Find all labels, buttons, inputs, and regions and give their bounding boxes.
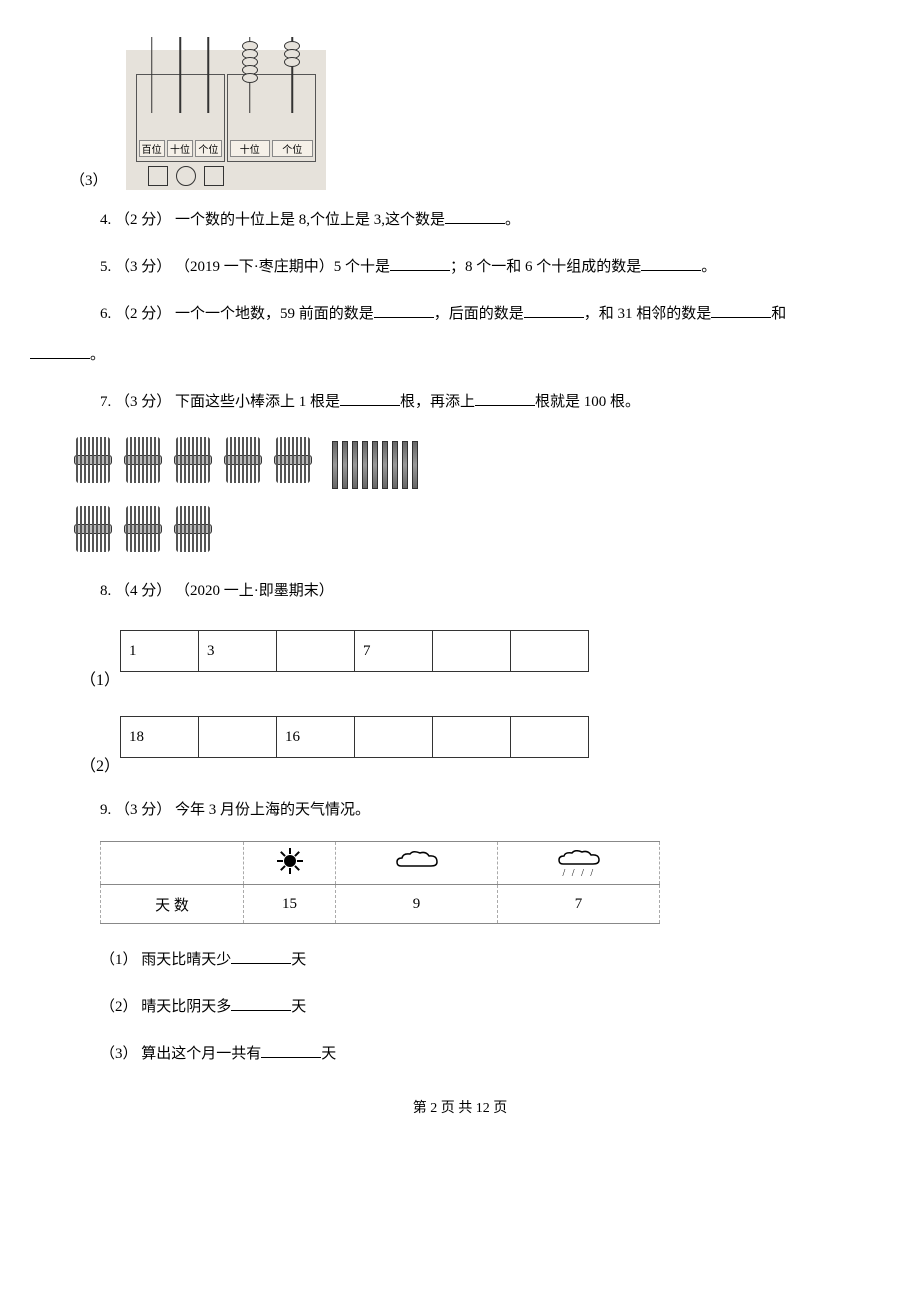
q7-blank-2 <box>475 390 535 406</box>
weather-val-2: 7 <box>498 885 660 924</box>
q6-prefix: 6. （2 分） 一个一个地数，59 前面的数是 <box>100 306 374 322</box>
q6-blank-1 <box>374 302 434 318</box>
q9-sub2-blank <box>231 995 291 1011</box>
q8-t1-c4 <box>433 631 511 672</box>
weather-header-blank <box>101 842 244 885</box>
stick-bundle <box>126 506 160 552</box>
q9-sub1-blank <box>231 948 291 964</box>
q9-sub2-suffix: 天 <box>291 999 306 1015</box>
q8-sub2-label: （2） <box>80 758 120 775</box>
q4-prefix: 4. （2 分） 一个数的十位上是 8,个位上是 3,这个数是 <box>100 212 445 228</box>
q8-t1-c1: 3 <box>199 631 277 672</box>
page: （3） 百位 十位 个位 十位 个位 <box>0 0 920 1137</box>
weather-rain-icon: / / / / <box>498 842 660 885</box>
q8-t1-c0: 1 <box>121 631 199 672</box>
abacus-right-col-0: 十位 <box>230 140 271 157</box>
q9-sub3: （3） 算出这个月一共有 天 <box>70 1038 850 1071</box>
question-9-header: 9. （3 分） 今年 3 月份上海的天气情况。 <box>70 794 850 827</box>
q3-row: （3） 百位 十位 个位 十位 个位 <box>70 50 850 190</box>
q5-mid: ；8 个一和 6 个十组成的数是 <box>450 259 641 275</box>
q9-sub1-prefix: （1） 雨天比晴天少 <box>100 952 231 968</box>
q8-table-1: 1 3 7 <box>120 630 589 672</box>
q8-t1-c5 <box>511 631 589 672</box>
q9-sub1-suffix: 天 <box>291 952 306 968</box>
q8-t1-c3: 7 <box>355 631 433 672</box>
q5-prefix: 5. （3 分） （2019 一下·枣庄期中）5 个十是 <box>100 259 390 275</box>
q7-prefix: 7. （3 分） 下面这些小棒添上 1 根是 <box>100 394 340 410</box>
q9-sub1: （1） 雨天比晴天少 天 <box>70 944 850 977</box>
q6-mid1: ，后面的数是 <box>434 306 524 322</box>
q3-label: （3） <box>70 169 108 190</box>
weather-table: / / / / 天 数 15 9 7 <box>100 841 660 924</box>
loose-sticks <box>330 441 420 494</box>
q6-suffix: 。 <box>90 347 105 363</box>
q8-table-2: 18 16 <box>120 716 589 758</box>
question-6-line2: 。 <box>30 339 850 372</box>
q8-sub1: 1 3 7 （1） <box>70 622 850 690</box>
square-box-icon <box>204 166 224 186</box>
weather-val-1: 9 <box>336 885 498 924</box>
question-6: 6. （2 分） 一个一个地数，59 前面的数是 ，后面的数是 ，和 31 相邻的数… <box>70 298 850 331</box>
q8-t2-c0: 18 <box>121 717 199 758</box>
q8-sub1-label: （1） <box>80 672 120 689</box>
q9-sub3-suffix: 天 <box>321 1046 336 1062</box>
stick-bundle <box>126 437 160 483</box>
q5-suffix: 。 <box>701 259 716 275</box>
q8-t2-c3 <box>355 717 433 758</box>
q8-sub2: 18 16 （2） <box>70 708 850 776</box>
stick-bundle <box>76 506 110 552</box>
stick-bundle <box>276 437 310 483</box>
abacus-left-col-1: 十位 <box>167 140 193 157</box>
q7-blank-1 <box>340 390 400 406</box>
question-7: 7. （3 分） 下面这些小棒添上 1 根是 根，再添上 根就是 100 根。 <box>70 386 850 419</box>
q7-suffix: 根就是 100 根。 <box>535 394 640 410</box>
q8-t2-c5 <box>511 717 589 758</box>
question-5: 5. （3 分） （2019 一下·枣庄期中）5 个十是 ；8 个一和 6 个十组… <box>70 251 850 284</box>
q5-blank-1 <box>390 255 450 271</box>
sticks-image <box>70 433 850 561</box>
q6-blank-3 <box>711 302 771 318</box>
stick-bundle <box>176 437 210 483</box>
q6-mid2: ，和 31 相邻的数是 <box>584 306 712 322</box>
square-box-icon <box>148 166 168 186</box>
q6-mid3: 和 <box>771 306 786 322</box>
abacus-answer-shapes <box>148 166 224 186</box>
question-4: 4. （2 分） 一个数的十位上是 8,个位上是 3,这个数是 。 <box>70 204 850 237</box>
stick-bundle <box>226 437 260 483</box>
q4-suffix: 。 <box>505 212 520 228</box>
q7-mid1: 根，再添上 <box>400 394 475 410</box>
stick-bundle <box>176 506 210 552</box>
stick-bundle <box>76 437 110 483</box>
q9-sub2: （2） 晴天比阴天多 天 <box>70 991 850 1024</box>
weather-val-0: 15 <box>244 885 336 924</box>
q9-sub3-prefix: （3） 算出这个月一共有 <box>100 1046 261 1062</box>
circle-box-icon <box>176 166 196 186</box>
abacus-left-col-0: 百位 <box>139 140 165 157</box>
q5-blank-2 <box>641 255 701 271</box>
q6-blank-2 <box>524 302 584 318</box>
abacus-left-col-2: 个位 <box>195 140 221 157</box>
q8-t2-c4 <box>433 717 511 758</box>
question-8-header: 8. （4 分） （2020 一上·即墨期末） <box>70 575 850 608</box>
q6-blank-4 <box>30 343 90 359</box>
abacus-left: 百位 十位 个位 <box>136 74 225 162</box>
q8-t2-c2: 16 <box>277 717 355 758</box>
weather-cloud-icon <box>336 842 498 885</box>
abacus-dual-image: 百位 十位 个位 十位 个位 <box>126 50 326 190</box>
page-footer: 第 2 页 共 12 页 <box>70 1097 850 1117</box>
q8-t1-c2 <box>277 631 355 672</box>
weather-row-label: 天 数 <box>101 885 244 924</box>
q9-sub3-blank <box>261 1042 321 1058</box>
abacus-right: 十位 个位 <box>227 74 316 162</box>
q4-blank <box>445 208 505 224</box>
q8-t2-c1 <box>199 717 277 758</box>
abacus-right-col-1: 个位 <box>272 140 313 157</box>
q9-sub2-prefix: （2） 晴天比阴天多 <box>100 999 231 1015</box>
weather-sun-icon <box>244 842 336 885</box>
